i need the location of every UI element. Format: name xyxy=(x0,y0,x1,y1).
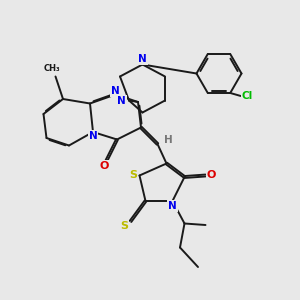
Text: H: H xyxy=(164,135,172,146)
Text: O: O xyxy=(207,170,216,181)
Text: CH₃: CH₃ xyxy=(43,64,60,73)
Text: N: N xyxy=(117,95,126,106)
Text: Cl: Cl xyxy=(242,91,253,101)
Text: O: O xyxy=(99,161,109,171)
Text: N: N xyxy=(138,54,147,64)
Text: S: S xyxy=(121,221,128,231)
Text: N: N xyxy=(88,130,98,141)
Text: N: N xyxy=(111,86,120,96)
Text: N: N xyxy=(168,201,177,211)
Text: S: S xyxy=(129,170,137,181)
